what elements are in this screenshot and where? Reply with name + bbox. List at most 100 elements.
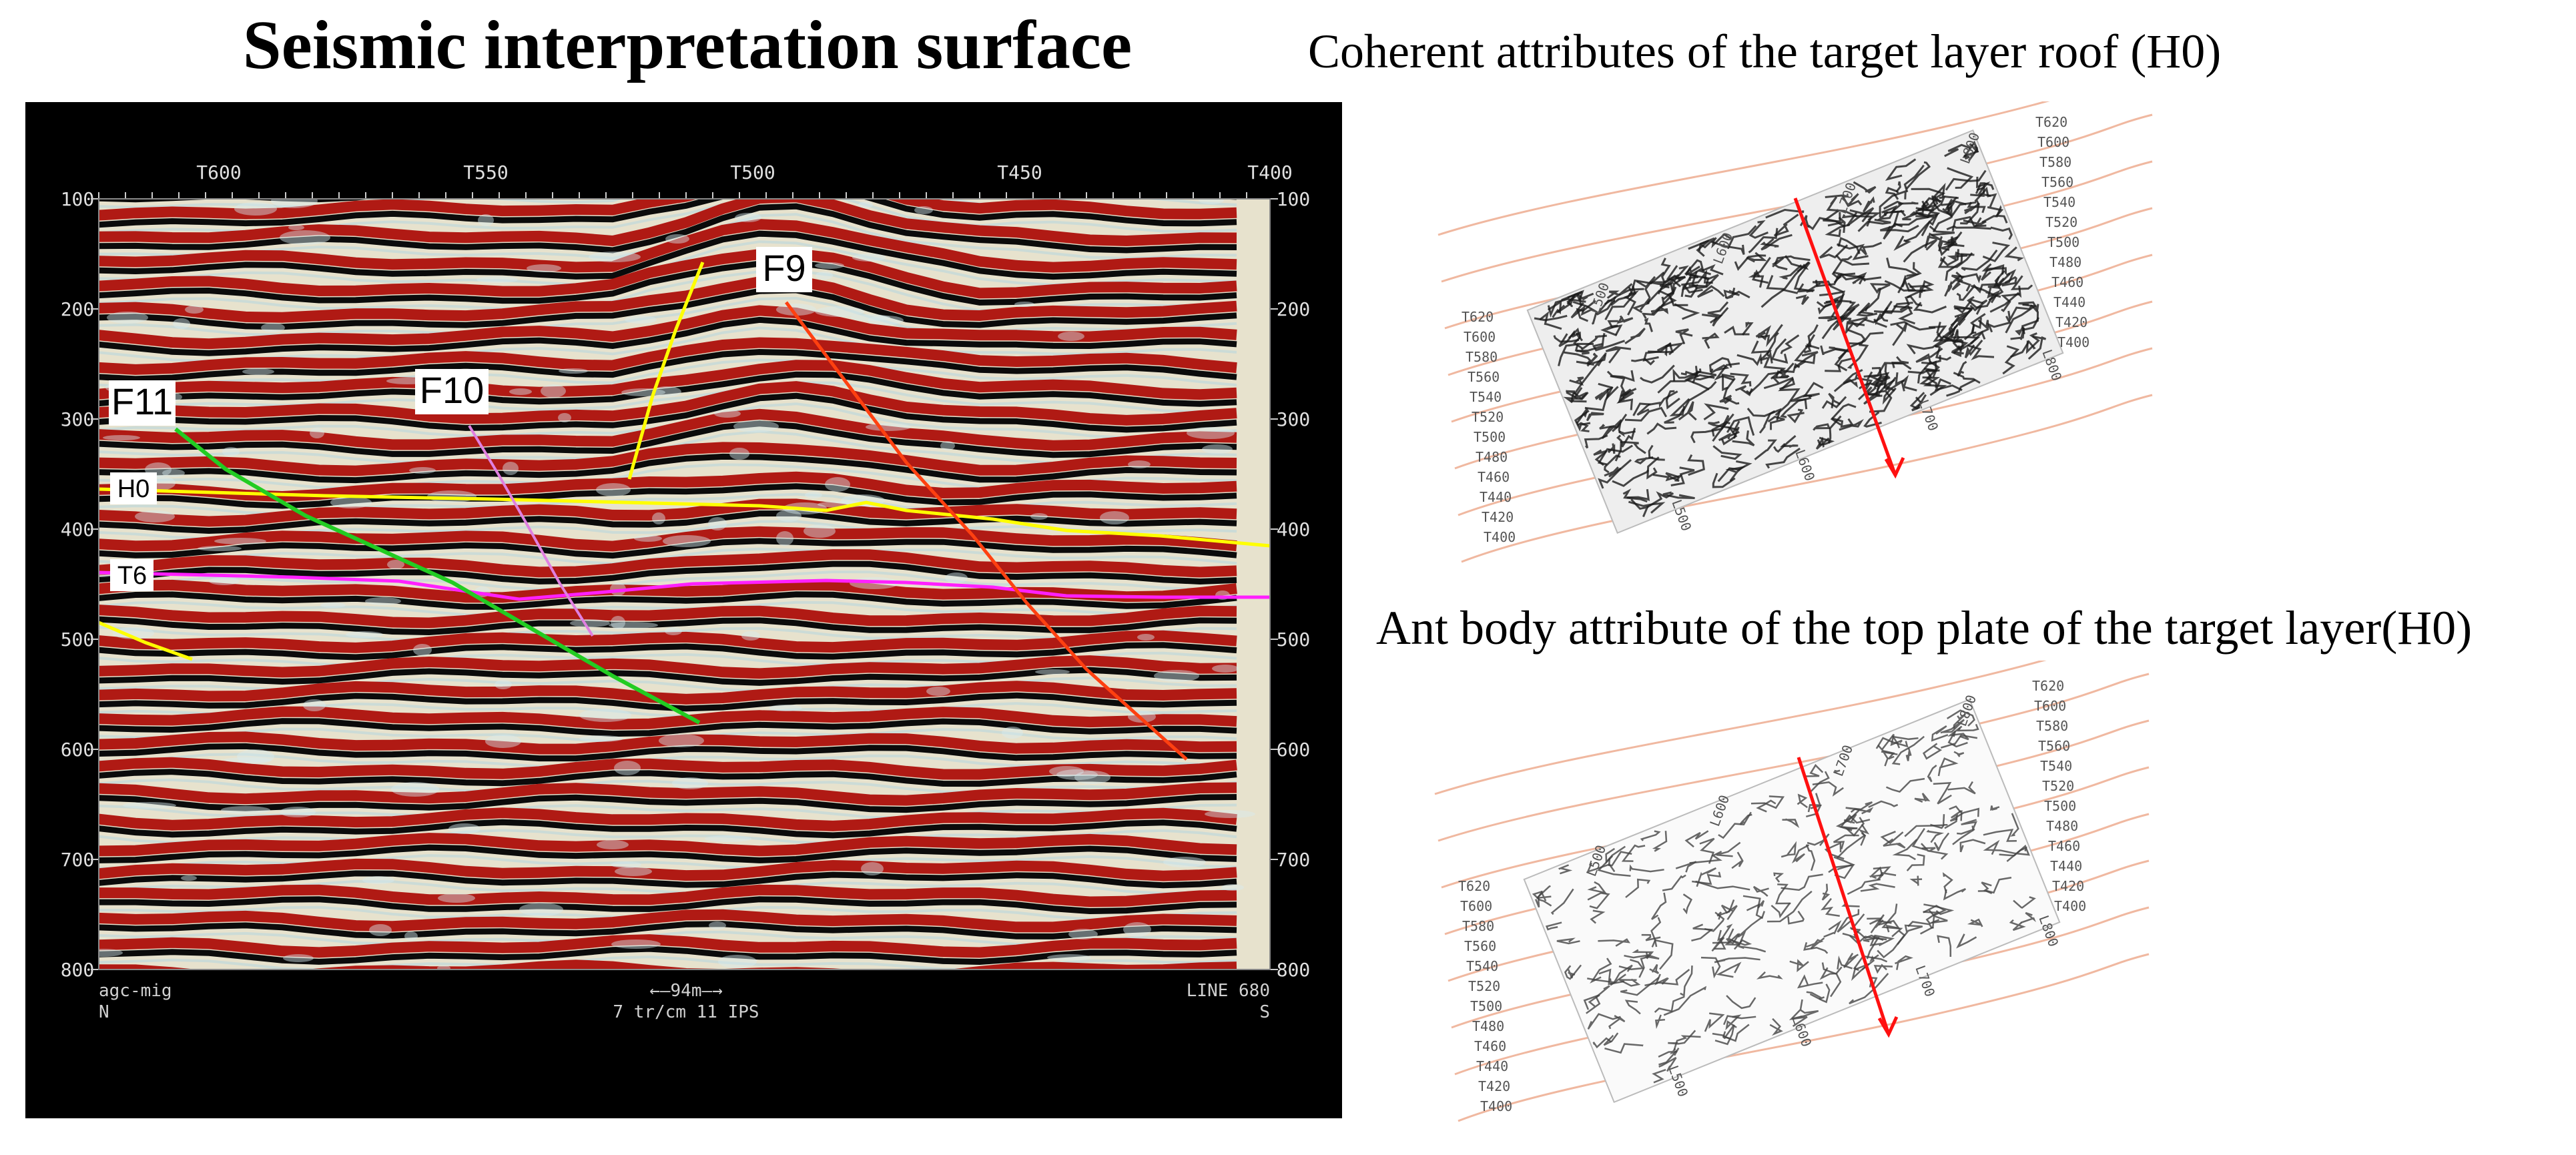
attribute-fracture <box>1953 298 1983 314</box>
noise-patch <box>1205 810 1255 818</box>
attribute-fracture <box>1725 1014 1742 1031</box>
attribute-fracture <box>1773 435 1797 453</box>
attribute-fracture <box>1750 795 1785 809</box>
noise-patch <box>365 597 401 605</box>
attribute-fracture <box>1769 1018 1783 1036</box>
time-tick-label-left: 600 <box>61 739 95 761</box>
attribute-fracture <box>1819 244 1849 259</box>
attribute-fracture <box>1952 828 1975 845</box>
attribute-fracture <box>1746 903 1766 919</box>
map-trace-label-left: T600 <box>1464 329 1496 345</box>
attribute-fracture <box>1587 881 1608 894</box>
noise-patch <box>1187 427 1235 439</box>
attribute-fracture <box>1921 213 1939 237</box>
attribute-fracture <box>1909 203 1925 216</box>
attribute-fracture <box>1779 264 1803 280</box>
attribute-fracture <box>1558 343 1577 366</box>
attribute-fracture <box>1856 302 1878 317</box>
trace-tick-label: T400 <box>1247 161 1292 183</box>
attribute-fracture <box>1640 830 1661 841</box>
attribute-fracture <box>1862 196 1875 213</box>
noise-patch <box>478 214 494 226</box>
profile-arrow-head <box>1877 1016 1899 1038</box>
fault-f10-label: F10 <box>420 369 485 411</box>
attribute-fracture <box>1960 200 1980 225</box>
map-trace-label-right: T560 <box>2041 174 2073 190</box>
attribute-fracture <box>1748 257 1771 288</box>
attribute-fracture <box>1714 1024 1735 1046</box>
time-tick-label-right: 800 <box>1277 959 1311 981</box>
attribute-fracture <box>1716 899 1735 920</box>
attribute-fracture <box>1926 829 1945 843</box>
attribute-fracture <box>1712 472 1736 488</box>
attribute-fracture <box>1712 1032 1730 1040</box>
attribute-fracture <box>1847 878 1881 895</box>
attribute-fracture <box>1596 296 1617 316</box>
noise-patch <box>283 954 314 962</box>
attribute-fracture <box>1791 1009 1819 1020</box>
attribute-fracture <box>1700 956 1721 979</box>
noise-patch <box>221 806 270 814</box>
attribute-fracture <box>1675 861 1697 873</box>
reflection-black <box>99 392 1237 433</box>
attribute-fracture <box>1849 973 1889 1005</box>
attribute-fracture <box>1658 1048 1680 1066</box>
reflection-black <box>99 420 1237 458</box>
attribute-fracture <box>1603 1032 1619 1046</box>
attribute-fracture <box>1864 307 1889 324</box>
attribute-fracture <box>1861 242 1883 256</box>
attribute-fracture <box>1860 883 1895 892</box>
attribute-fracture <box>1813 423 1831 431</box>
map-trace-label-left: T400 <box>1484 529 1516 545</box>
attribute-fracture <box>1598 458 1632 489</box>
attribute-fracture <box>1754 439 1778 460</box>
attribute-fracture <box>1553 335 1580 343</box>
noise-patch <box>362 876 394 884</box>
footer-north: N <box>99 1002 109 1022</box>
time-tick-label-right: 700 <box>1277 849 1311 871</box>
noise-patch <box>280 230 330 245</box>
noise-patch <box>803 524 836 538</box>
attribute-fracture <box>1868 800 1899 808</box>
attribute-fracture <box>1966 294 1995 309</box>
attribute-fracture <box>1680 284 1703 298</box>
attribute-fracture <box>1849 209 1881 222</box>
attribute-fracture <box>1586 862 1616 873</box>
attribute-fracture <box>1592 1037 1612 1049</box>
attribute-fracture <box>1947 781 1976 795</box>
attribute-fracture <box>1587 1013 1621 1030</box>
time-tick-label-right: 500 <box>1277 629 1311 651</box>
noise-patch <box>181 875 197 881</box>
contour-line <box>1461 394 2153 563</box>
attribute-fracture <box>1806 991 1825 1000</box>
map-trace-label-left: T520 <box>1472 409 1504 425</box>
map-trace-label-left: T620 <box>1462 309 1494 325</box>
attribute-fracture <box>1972 319 1989 338</box>
reflection-red <box>99 959 1237 970</box>
noise-patch <box>735 213 761 222</box>
attribute-fracture <box>1911 396 1923 412</box>
attribute-fracture <box>1803 344 1820 354</box>
attribute-fracture <box>1851 963 1870 982</box>
attribute-fracture <box>1917 355 1941 384</box>
attribute-fracture <box>2013 896 2036 909</box>
attribute-fracture <box>1672 368 1698 382</box>
reflection-red <box>99 757 1237 780</box>
attribute-fracture <box>1869 866 1884 879</box>
attribute-fracture <box>1696 867 1716 887</box>
reflection-black <box>99 718 1237 737</box>
attribute-fracture <box>1837 243 1869 261</box>
reflection-light <box>99 854 1237 870</box>
noise-patch <box>652 386 681 397</box>
attribute-fracture <box>1835 809 1860 831</box>
attribute-fracture <box>1641 296 1665 320</box>
attribute-fracture <box>1718 811 1752 839</box>
attribute-fracture <box>1819 290 1846 318</box>
attribute-fracture <box>1699 837 1715 864</box>
attribute-fracture <box>1923 903 1955 915</box>
attribute-fracture <box>1959 839 1986 853</box>
noise-patch <box>222 447 240 456</box>
noise-patch <box>1056 769 1098 780</box>
attribute-fracture <box>1947 725 1969 741</box>
reflection-black <box>99 510 1237 534</box>
